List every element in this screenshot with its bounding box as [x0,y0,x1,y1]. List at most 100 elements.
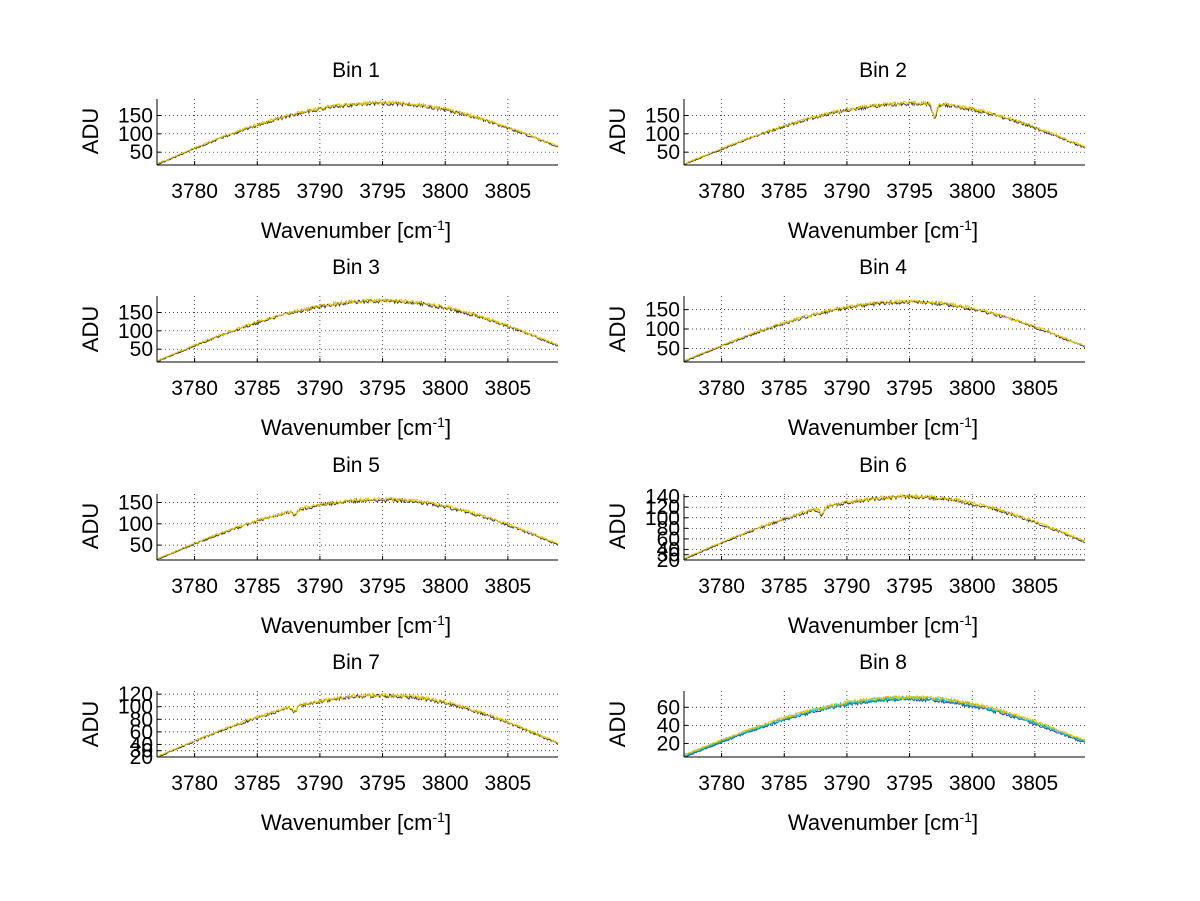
subplot-title: Bin 1 [332,59,380,82]
y-tick-label: 20 [130,746,153,769]
y-tick-label: 30 [657,544,680,567]
x-tick-label: 3800 [949,772,996,795]
subplot-bin-6: Bin 6 ADU Wavenumber [cm-1] [605,454,978,638]
y-tick-label: 50 [657,141,680,164]
y-tick-label: 100 [645,318,680,341]
y-tick-label: 50 [130,141,153,164]
subplot-title: Bin 6 [859,454,907,477]
x-tick-label: 3805 [1012,180,1059,203]
x-tick-label: 3800 [422,575,469,598]
x-tick-label: 3790 [297,772,344,795]
subplot-title: Bin 3 [332,256,380,279]
x-tick-label: 3795 [886,180,933,203]
line-series-yellow [156,691,559,758]
y-tick-label: 150 [118,105,153,128]
subplot-title: Bin 7 [332,651,380,674]
x-tick-label: 3785 [761,575,808,598]
y-tick-label: 60 [657,528,680,551]
y-tick-label: 60 [130,721,153,744]
plot-area [684,99,1085,165]
x-tick-label: 3780 [171,377,218,400]
x-tick-label: 3785 [761,772,808,795]
subplot-title: Bin 8 [859,651,907,674]
plot-area [684,494,1085,560]
x-tick-label: 3795 [886,377,933,400]
x-tick-label: 3800 [422,772,469,795]
y-axis-label: ADU [78,503,103,549]
x-tick-label: 3785 [234,772,281,795]
x-tick-label: 3790 [297,180,344,203]
subplot-bin-8: Bin 8 ADU Wavenumber [cm-1] [605,651,978,835]
x-tick-label: 3790 [824,180,871,203]
x-axis-label: Wavenumber [cm-1] [788,414,978,440]
line-series-dark [683,100,1086,166]
x-tick-label: 3795 [359,772,406,795]
x-tick-label: 3780 [698,575,745,598]
plot-area [157,296,558,362]
plot-area [157,691,558,757]
subplot-bin-5: Bin 5 ADU Wavenumber [cm-1] [78,454,451,638]
x-tick-label: 3795 [359,180,406,203]
line-series-yellow [156,99,559,164]
x-tick-label: 3805 [1012,377,1059,400]
y-tick-label: 120 [645,496,680,519]
x-tick-label: 3795 [886,772,933,795]
x-tick-label: 3790 [824,377,871,400]
y-tick-label: 30 [130,740,153,763]
subplot-bin-3: Bin 3 ADU Wavenumber [cm-1] [78,256,451,440]
line-series-yellow [683,493,1086,560]
x-tick-label: 3780 [698,377,745,400]
subplot-title: Bin 2 [859,59,907,82]
x-axis-label: Wavenumber [cm-1] [261,612,451,638]
y-tick-label: 60 [657,696,680,719]
y-axis-label: ADU [605,108,630,154]
line-series-yellow [683,298,1086,362]
y-axis-label: ADU [605,503,630,549]
y-tick-label: 140 [645,486,680,509]
y-tick-label: 150 [645,299,680,322]
x-tick-label: 3795 [359,575,406,598]
x-tick-label: 3785 [761,377,808,400]
x-tick-label: 3780 [698,180,745,203]
y-tick-label: 80 [657,517,680,540]
x-axis-label: Wavenumber [cm-1] [261,414,451,440]
line-series-yellow [156,496,559,560]
y-tick-label: 100 [645,123,680,146]
y-axis-label: ADU [78,108,103,154]
x-tick-label: 3790 [824,575,871,598]
x-tick-label: 3785 [761,180,808,203]
subplot-title: Bin 4 [859,256,907,279]
y-tick-label: 40 [657,714,680,737]
y-tick-label: 100 [118,123,153,146]
y-tick-label: 20 [657,732,680,755]
y-tick-label: 150 [118,302,153,325]
subplot-bin-2: Bin 2 ADU Wavenumber [cm-1] [605,59,978,243]
line-series-dark [156,497,559,560]
plot-area [157,99,558,165]
y-axis-label: ADU [78,306,103,352]
subplot-bin-7: Bin 7 ADU Wavenumber [cm-1] [78,651,451,835]
x-tick-label: 3790 [297,575,344,598]
axes-bin-6: 3780 3785 3790 3795 3800 3805 2030406080100120… [645,486,1086,598]
x-tick-label: 3780 [698,772,745,795]
x-axis-label: Wavenumber [cm-1] [788,809,978,835]
x-tick-label: 3805 [485,575,532,598]
line-series-yellow [683,99,1086,165]
y-tick-label: 80 [130,708,153,731]
y-tick-label: 100 [118,696,153,719]
subplot-bin-1: Bin 1 ADU Wavenumber [cm-1] [78,59,451,243]
line-series-dark [157,693,559,758]
x-tick-label: 3790 [297,377,344,400]
x-tick-label: 3800 [422,180,469,203]
line-series-yellow [156,297,559,362]
plot-area [157,494,558,560]
y-tick-label: 100 [645,507,680,530]
y-axis-label: ADU [605,701,630,747]
line-series-yellow [683,693,1086,756]
